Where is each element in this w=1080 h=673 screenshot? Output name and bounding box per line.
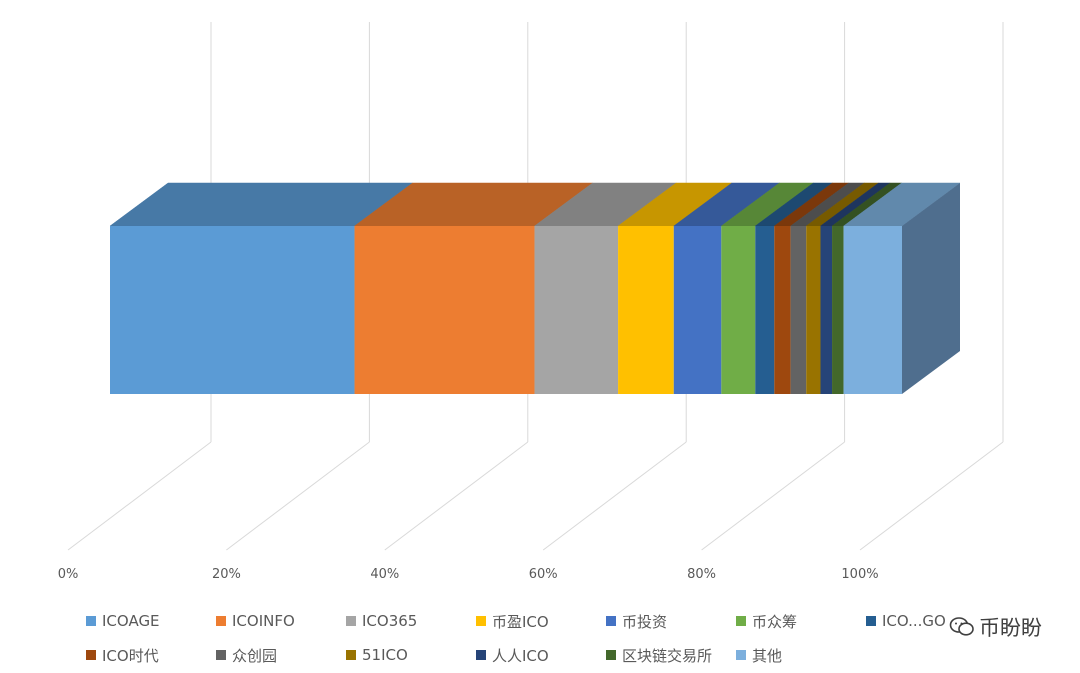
legend-label: ICO...GO xyxy=(882,612,946,630)
legend-item: ICO...GO xyxy=(866,610,996,632)
bar-segment xyxy=(774,226,791,394)
legend-item: 51ICO xyxy=(346,644,476,666)
floor-gridline xyxy=(384,441,529,551)
legend-label: ICOAGE xyxy=(102,612,160,630)
legend-swatch xyxy=(866,616,876,626)
stacked-3d-bar-chart: 0% 20% 40% 60% 80% 100% xyxy=(58,22,1004,582)
legend-label: 51ICO xyxy=(362,646,408,664)
floor-gridline xyxy=(226,441,370,551)
legend-item: 众创园 xyxy=(216,644,346,666)
bar-segment xyxy=(354,226,535,394)
bar-segment xyxy=(755,226,775,394)
floor-gridline xyxy=(701,441,845,551)
legend-item: 币投资 xyxy=(606,610,736,632)
legend-row: ICOAGE ICOINFO ICO365 币盈ICO 币投资 币众筹 ICO...GO xyxy=(86,604,1076,638)
legend-swatch xyxy=(216,650,226,660)
bar-segment xyxy=(820,226,833,394)
legend-item: 币盈ICO xyxy=(476,610,606,632)
bar-segments xyxy=(109,182,961,394)
legend-label: ICO时代 xyxy=(102,646,159,665)
legend-label: 人人ICO xyxy=(492,646,549,665)
bar-segment xyxy=(534,226,619,394)
legend-swatch xyxy=(606,650,616,660)
legend-swatch xyxy=(216,616,226,626)
legend-item: 币众筹 xyxy=(736,610,866,632)
legend-label: ICO365 xyxy=(362,612,418,630)
x-tick-label: 0% xyxy=(58,567,79,582)
legend-item: ICO时代 xyxy=(86,644,216,666)
bar-segment xyxy=(806,226,821,394)
legend-label: 区块链交易所 xyxy=(622,646,713,665)
bar-segment xyxy=(110,226,355,394)
x-tick-label: 80% xyxy=(687,567,716,582)
legend: ICOAGE ICOINFO ICO365 币盈ICO 币投资 币众筹 ICO...GO IC… xyxy=(86,604,1076,672)
legend-swatch xyxy=(86,616,96,626)
x-tick-label: 20% xyxy=(212,567,241,582)
legend-item: 区块链交易所 xyxy=(606,644,736,666)
legend-swatch xyxy=(86,650,96,660)
floor-gridline xyxy=(67,441,212,551)
x-axis-ticks: 0% 20% 40% 60% 80% 100% xyxy=(58,567,879,582)
legend-swatch xyxy=(736,650,746,660)
watermark: 币盼盼 xyxy=(949,612,1042,642)
bar-segment xyxy=(673,226,722,394)
legend-item: ICOAGE xyxy=(86,610,216,632)
legend-swatch xyxy=(346,650,356,660)
bar-side-face xyxy=(902,183,960,394)
bar-segment xyxy=(843,226,902,394)
floor-gridline xyxy=(859,441,1004,551)
legend-label: 其他 xyxy=(752,646,783,665)
x-tick-label: 60% xyxy=(529,567,558,582)
legend-row: ICO时代 众创园 51ICO 人人ICO 区块链交易所 其他 xyxy=(86,638,1076,672)
bar-segment xyxy=(721,226,756,394)
bar-segment xyxy=(832,226,844,394)
bar-segment xyxy=(790,226,807,394)
legend-item: 其他 xyxy=(736,644,866,666)
legend-swatch xyxy=(606,616,616,626)
legend-item: 人人ICO xyxy=(476,644,606,666)
legend-label: 币投资 xyxy=(622,612,668,631)
wechat-icon xyxy=(949,617,974,636)
legend-swatch xyxy=(476,650,486,660)
legend-swatch xyxy=(736,616,746,626)
watermark-text: 币盼盼 xyxy=(979,616,1042,640)
legend-swatch xyxy=(476,616,486,626)
legend-label: 众创园 xyxy=(232,646,278,665)
legend-label: 币盈ICO xyxy=(492,612,549,631)
legend-item: ICO365 xyxy=(346,610,476,632)
legend-swatch xyxy=(346,616,356,626)
x-tick-label: 40% xyxy=(370,567,399,582)
x-tick-label: 100% xyxy=(841,567,878,582)
legend-label: 币众筹 xyxy=(752,612,798,631)
legend-item: ICOINFO xyxy=(216,610,346,632)
floor-gridline xyxy=(542,441,687,551)
bar-segment xyxy=(618,226,674,394)
legend-label: ICOINFO xyxy=(232,612,295,630)
